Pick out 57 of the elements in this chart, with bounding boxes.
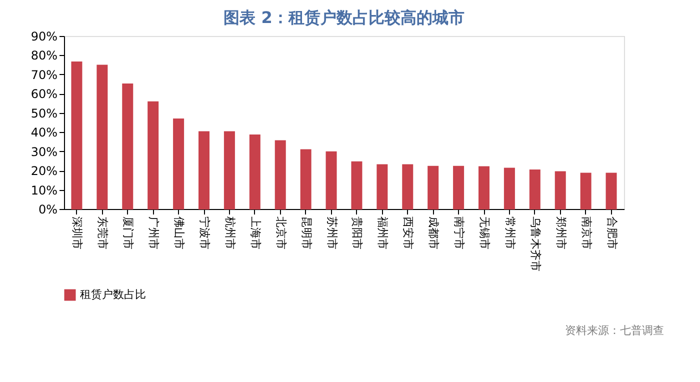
bar [71, 61, 82, 210]
bar [122, 84, 134, 210]
bar [580, 172, 592, 210]
bar [224, 131, 235, 210]
bar [606, 172, 617, 210]
x-tick-label: 杭州市 [223, 216, 236, 250]
x-tick-label: 常州市 [503, 216, 516, 250]
x-tick-label: 贵阳市 [350, 216, 364, 250]
bar [300, 149, 312, 210]
bar [326, 151, 337, 210]
bar [351, 161, 362, 210]
bar [376, 164, 388, 210]
x-tick-label: 南宁市 [452, 216, 466, 250]
bar [148, 101, 159, 210]
x-tick-label: 无锡市 [478, 216, 491, 250]
y-tick-label: 60% [30, 87, 58, 102]
legend-label: 租赁户数占比 [80, 288, 146, 301]
x-tick-label: 合肥市 [605, 216, 618, 250]
bar [428, 166, 439, 210]
bar [198, 131, 210, 210]
y-tick-label: 50% [30, 106, 58, 120]
x-tick-label: 北京市 [274, 216, 288, 250]
x-tick-label: 成都市 [427, 216, 440, 250]
y-tick-label: 80% [30, 48, 58, 63]
bar [402, 164, 414, 210]
y-tick-label: 10% [30, 183, 58, 198]
y-tick-label: 40% [30, 126, 58, 140]
x-tick-label: 广州市 [147, 216, 160, 250]
x-tick-label: 乌鲁木齐市 [528, 216, 542, 272]
x-tick-label: 宁波市 [198, 216, 211, 250]
x-tick-label: 佛山市 [172, 216, 186, 250]
y-tick-label: 30% [30, 144, 58, 159]
bar [274, 140, 286, 210]
y-tick-label: 20% [30, 164, 58, 178]
text: 资料来源：七普调查 [565, 324, 664, 337]
bar [504, 168, 515, 210]
y-tick-label: 90% [30, 30, 58, 44]
bar [478, 166, 490, 210]
x-tick-label: 昆明市 [300, 216, 313, 250]
x-tick-label: 南京市 [580, 216, 593, 250]
x-tick-label: 东莞市 [96, 216, 110, 250]
bar [249, 134, 260, 210]
x-tick-label: 上海市 [248, 216, 262, 250]
chart-title: 图表 2：租赁户数占比较高的城市 [224, 8, 464, 27]
bar [453, 166, 464, 210]
y-tick-label: 0% [38, 202, 58, 216]
y-tick-label: 70% [30, 68, 58, 82]
bar [554, 171, 566, 210]
x-tick-label: 厦门市 [122, 216, 135, 250]
x-tick-label: 福州市 [376, 216, 390, 250]
x-tick-label: 郑州市 [554, 216, 568, 250]
x-tick-label: 西安市 [402, 216, 415, 250]
bar [529, 169, 540, 210]
bar [173, 118, 184, 210]
x-tick-label: 深圳市 [70, 216, 84, 250]
x-tick-label: 苏州市 [325, 216, 338, 250]
bar [96, 64, 108, 210]
